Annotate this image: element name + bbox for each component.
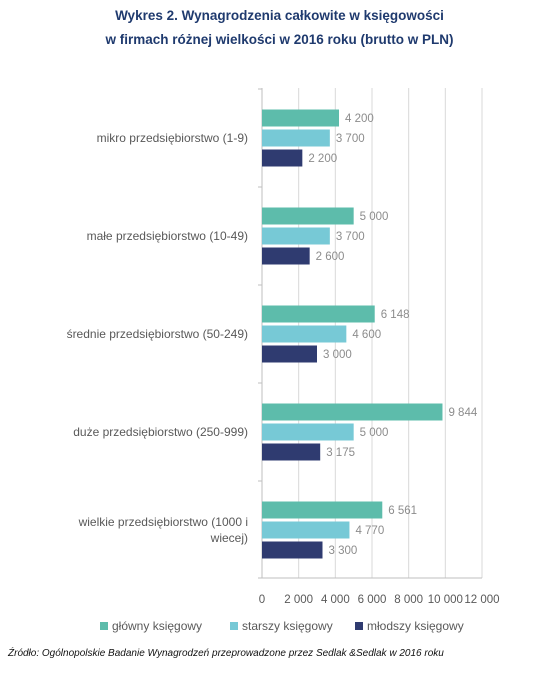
x-tick-label: 10 000 xyxy=(428,594,463,606)
data-label: 6 148 xyxy=(381,309,410,321)
data-label: 3 700 xyxy=(336,231,365,243)
bar xyxy=(262,443,321,461)
bar xyxy=(262,403,443,421)
bar xyxy=(262,541,323,559)
x-tick-label: 6 000 xyxy=(358,594,387,606)
chart-title-line-1: Wykres 2. Wynagrodzenia całkowite w księ… xyxy=(115,8,444,23)
data-label: 9 844 xyxy=(448,407,477,419)
category-label: duże przedsiębiorstwo (250-999) xyxy=(73,425,248,439)
legend-swatch xyxy=(100,622,108,630)
bar xyxy=(262,247,310,265)
data-label: 4 200 xyxy=(345,113,374,125)
bar xyxy=(262,325,347,343)
category-label: średnie przedsiębiorstwo (50-249) xyxy=(67,327,248,341)
chart-title-line-2: w firmach różnej wielkości w 2016 roku (… xyxy=(105,32,454,47)
data-label: 5 000 xyxy=(360,211,389,223)
data-label: 3 700 xyxy=(336,133,365,145)
legend-label: główny księgowy xyxy=(112,619,202,633)
bar xyxy=(262,227,330,245)
data-label: 6 561 xyxy=(388,505,417,517)
bar xyxy=(262,501,383,519)
legend-label: starszy księgowy xyxy=(242,619,333,633)
category-label: mikro przedsiębiorstwo (1-9) xyxy=(97,131,248,145)
bar xyxy=(262,129,330,147)
data-label: 4 770 xyxy=(355,525,384,537)
data-label: 2 200 xyxy=(308,153,337,165)
data-label: 3 000 xyxy=(323,349,352,361)
bar xyxy=(262,149,303,167)
category-label: małe przedsiębiorstwo (10-49) xyxy=(87,229,248,243)
x-tick-label: 4 000 xyxy=(321,594,350,606)
x-tick-label: 0 xyxy=(259,594,265,606)
data-label: 2 600 xyxy=(316,251,345,263)
bar xyxy=(262,109,339,127)
bar xyxy=(262,521,350,539)
x-tick-label: 12 000 xyxy=(464,594,499,606)
category-label: wiecej) xyxy=(210,531,248,545)
legend-label: młodszy księgowy xyxy=(367,619,464,633)
bar xyxy=(262,423,354,441)
legend-swatch xyxy=(355,622,363,630)
data-label: 5 000 xyxy=(360,427,389,439)
category-label: wielkie przedsiębiorstwo (1000 i xyxy=(78,515,248,529)
source-note: Źródło: Ogólnopolskie Badanie Wynagrodze… xyxy=(8,648,444,659)
bar xyxy=(262,345,317,363)
legend-swatch xyxy=(230,622,238,630)
x-tick-label: 2 000 xyxy=(284,594,313,606)
bar xyxy=(262,207,354,225)
x-tick-label: 8 000 xyxy=(394,594,423,606)
bar xyxy=(262,305,375,323)
data-label: 4 600 xyxy=(352,329,381,341)
data-label: 3 300 xyxy=(329,545,358,557)
data-label: 3 175 xyxy=(326,447,355,459)
